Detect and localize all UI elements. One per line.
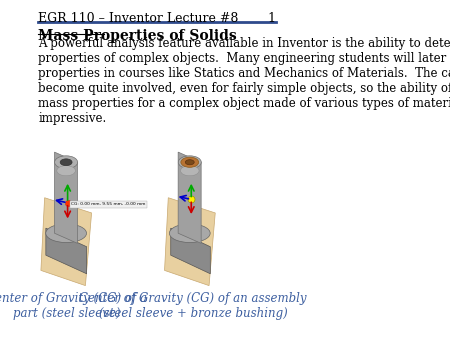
Text: CG: 0.00 mm, 9.55 mm, -0.00 mm: CG: 0.00 mm, 9.55 mm, -0.00 mm [71, 202, 145, 207]
Ellipse shape [185, 160, 194, 165]
Polygon shape [171, 228, 210, 274]
Text: 1: 1 [268, 12, 276, 25]
Ellipse shape [181, 157, 198, 167]
Text: Mass Properties of Solids: Mass Properties of Solids [38, 29, 237, 43]
Ellipse shape [54, 156, 77, 169]
Ellipse shape [169, 224, 210, 243]
Polygon shape [46, 228, 87, 274]
Text: Center of Gravity (CG) of an assembly
(steel sleeve + bronze bushing): Center of Gravity (CG) of an assembly (s… [79, 292, 307, 320]
Ellipse shape [60, 159, 72, 166]
Ellipse shape [180, 166, 199, 176]
Polygon shape [178, 152, 201, 243]
Polygon shape [54, 152, 77, 243]
Ellipse shape [46, 224, 86, 243]
Text: EGR 110 – Inventor Lecture #8: EGR 110 – Inventor Lecture #8 [38, 12, 239, 25]
Polygon shape [41, 198, 92, 286]
Text: A powerful analysis feature available in Inventor is the ability to determine th: A powerful analysis feature available in… [38, 37, 450, 125]
Text: Center of Gravity (CG) of a
part (steel sleeve): Center of Gravity (CG) of a part (steel … [0, 292, 148, 320]
Ellipse shape [178, 156, 201, 169]
Ellipse shape [57, 166, 76, 176]
Polygon shape [165, 198, 215, 286]
